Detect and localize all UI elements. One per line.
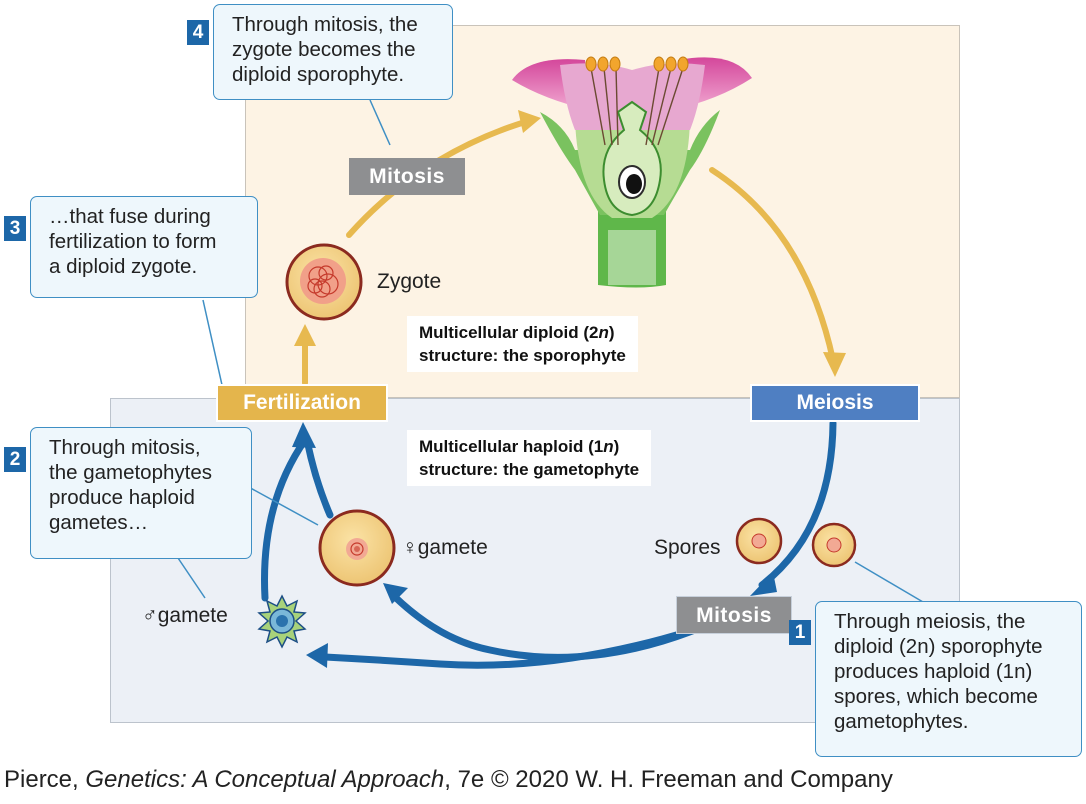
haploid-structure-label: Multicellular haploid (1n) structure: th… xyxy=(407,430,652,486)
male-gamete-label: ♂gamete xyxy=(142,604,228,627)
step-4-line: zygote becomes the xyxy=(232,38,416,61)
mitosis-top-label: Mitosis xyxy=(349,158,465,195)
blue-arrowheads xyxy=(292,422,777,668)
step-4-number: 4 xyxy=(187,20,209,45)
mitosis-bottom-label: Mitosis xyxy=(676,596,792,634)
spores-label: Spores xyxy=(654,536,721,559)
step-3-line: …that fuse during xyxy=(49,205,211,228)
step-2-number: 2 xyxy=(4,447,26,472)
meiosis-label: Meiosis xyxy=(750,384,920,422)
step-3-number: 3 xyxy=(4,216,26,241)
step-1-line: spores, which become xyxy=(834,685,1038,708)
zygote-cell xyxy=(285,243,363,321)
step-3-callout: …that fuse during fertilization to form … xyxy=(30,196,258,298)
step-4-line: diploid sporophyte. xyxy=(232,63,405,86)
spore-cells xyxy=(735,517,857,568)
male-gamete-cell xyxy=(257,594,307,649)
step-4-line: Through mitosis, the xyxy=(232,13,418,36)
step-2-line: produce haploid xyxy=(49,486,195,509)
zygote-label: Zygote xyxy=(377,270,442,293)
step-3-line: a diploid zygote. xyxy=(49,255,198,278)
step-3-line: fertilization to form xyxy=(49,230,217,253)
step-1-line: gametophytes. xyxy=(834,710,969,733)
female-gamete-label: ♀gamete xyxy=(402,536,488,559)
step-1-number: 1 xyxy=(789,620,811,645)
step-4-callout: Through mitosis, the zygote becomes the … xyxy=(213,4,453,100)
step-2-line: Through mitosis, xyxy=(49,436,201,459)
flower-sporophyte xyxy=(512,56,752,288)
callout-pointers xyxy=(177,99,924,603)
step-2-callout: Through mitosis, the gametophytes produc… xyxy=(30,427,252,559)
step-1-callout: Through meiosis, the diploid (2n) sporop… xyxy=(815,601,1082,757)
fertilization-label: Fertilization xyxy=(216,384,388,422)
step-1-line: diploid (2n) sporophyte xyxy=(834,635,1043,658)
blue-arrows xyxy=(261,419,837,669)
step-2-line: the gametophytes xyxy=(49,461,212,484)
gold-arrowheads xyxy=(294,110,846,377)
credit-line: Pierce, Genetics: A Conceptual Approach,… xyxy=(4,766,893,793)
step-1-line: produces haploid (1n) xyxy=(834,660,1033,683)
step-2-line: gametes… xyxy=(49,511,149,534)
step-1-line: Through meiosis, the xyxy=(834,610,1026,633)
diploid-structure-label: Multicellular diploid (2n) structure: th… xyxy=(407,316,638,372)
female-gamete-cell xyxy=(318,509,396,587)
